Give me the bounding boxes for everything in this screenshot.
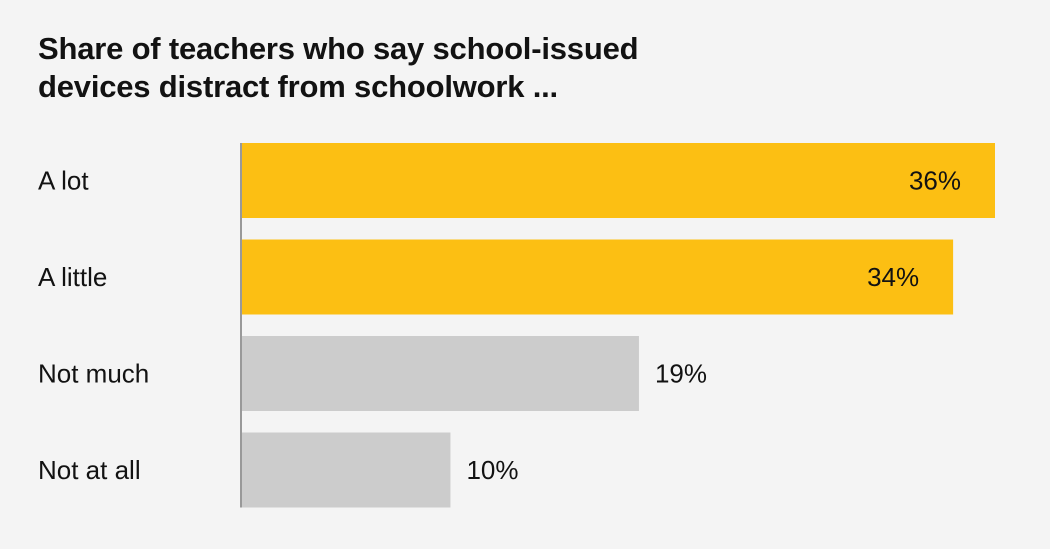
- bar-row: A lot 36%: [38, 143, 995, 218]
- value-label: 34%: [867, 262, 919, 292]
- bar: [241, 143, 995, 218]
- value-label: 19%: [655, 359, 707, 389]
- chart-title: Share of teachers who say school-issued …: [38, 31, 639, 104]
- category-label: A lot: [38, 166, 89, 196]
- bar-row: Not at all 10%: [38, 432, 518, 508]
- category-label: Not much: [38, 359, 149, 389]
- bar: [241, 336, 639, 411]
- bars-layer: A lot 36% A little 34% Not much 19% Not at all…: [38, 143, 995, 508]
- value-label: 36%: [909, 166, 961, 196]
- bar: [241, 432, 451, 508]
- bar: [241, 239, 954, 315]
- bar-row: A little 34%: [38, 239, 954, 315]
- value-label: 10%: [466, 455, 518, 485]
- bar-row: Not much 19%: [38, 336, 707, 411]
- category-label: A little: [38, 262, 107, 292]
- category-label: Not at all: [38, 455, 141, 485]
